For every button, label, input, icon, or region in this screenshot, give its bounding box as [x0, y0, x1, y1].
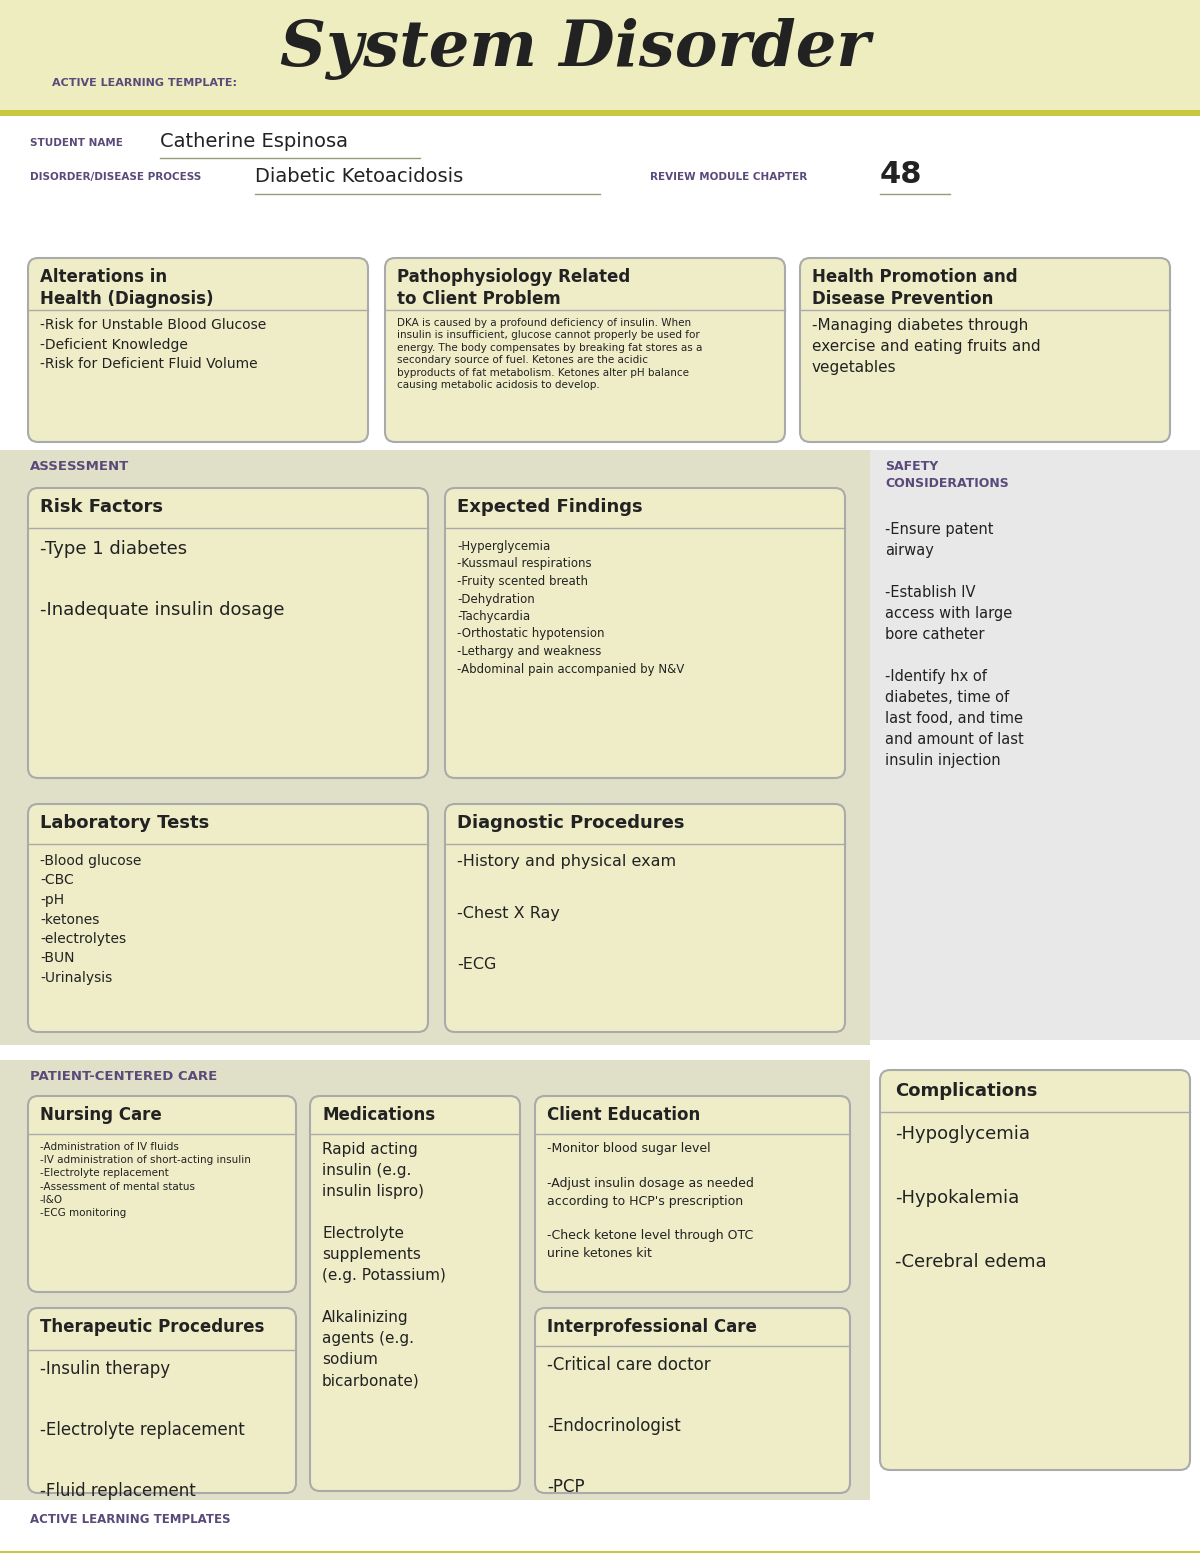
- Text: Diabetic Ketoacidosis: Diabetic Ketoacidosis: [256, 168, 463, 186]
- Bar: [0, 450, 870, 790]
- Bar: [870, 450, 1200, 1041]
- Text: Health Promotion and
Disease Prevention: Health Promotion and Disease Prevention: [812, 269, 1018, 307]
- Bar: [0, 116, 1200, 248]
- Bar: [0, 0, 1200, 116]
- Text: -Administration of IV fluids
-IV administration of short-acting insulin
-Electro: -Administration of IV fluids -IV adminis…: [40, 1141, 251, 1218]
- Text: Nursing Care: Nursing Care: [40, 1106, 162, 1124]
- Text: -Type 1 diabetes

-Inadequate insulin dosage: -Type 1 diabetes -Inadequate insulin dos…: [40, 540, 284, 620]
- Text: Risk Factors: Risk Factors: [40, 499, 163, 516]
- FancyBboxPatch shape: [385, 258, 785, 443]
- Text: STUDENT NAME: STUDENT NAME: [30, 138, 122, 148]
- Text: 48: 48: [880, 160, 923, 189]
- Text: DKA is caused by a profound deficiency of insulin. When
insulin is insufficient,: DKA is caused by a profound deficiency o…: [397, 318, 702, 390]
- Text: Laboratory Tests: Laboratory Tests: [40, 814, 209, 832]
- Bar: [0, 1505, 1200, 1553]
- Text: -Monitor blood sugar level

-Adjust insulin dosage as needed
according to HCP's : -Monitor blood sugar level -Adjust insul…: [547, 1141, 754, 1259]
- Text: -Managing diabetes through
exercise and eating fruits and
vegetables: -Managing diabetes through exercise and …: [812, 318, 1040, 374]
- Text: Rapid acting
insulin (e.g.
insulin lispro)

Electrolyte
supplements
(e.g. Potass: Rapid acting insulin (e.g. insulin lispr…: [322, 1141, 446, 1388]
- FancyBboxPatch shape: [535, 1096, 850, 1292]
- FancyBboxPatch shape: [445, 804, 845, 1033]
- Text: Alterations in
Health (Diagnosis): Alterations in Health (Diagnosis): [40, 269, 214, 307]
- Text: -Critical care doctor

-Endocrinologist

-PCP: -Critical care doctor -Endocrinologist -…: [547, 1356, 710, 1497]
- Text: Medications: Medications: [322, 1106, 436, 1124]
- Text: ASSESSMENT: ASSESSMENT: [30, 460, 130, 474]
- Bar: [0, 110, 1200, 116]
- Text: PATIENT-CENTERED CARE: PATIENT-CENTERED CARE: [30, 1070, 217, 1082]
- FancyBboxPatch shape: [445, 488, 845, 778]
- Text: Expected Findings: Expected Findings: [457, 499, 643, 516]
- Text: ACTIVE LEARNING TEMPLATE:: ACTIVE LEARNING TEMPLATE:: [52, 78, 238, 89]
- FancyBboxPatch shape: [880, 1070, 1190, 1471]
- Bar: [0, 1551, 1200, 1553]
- FancyBboxPatch shape: [28, 488, 428, 778]
- Text: DISORDER/DISEASE PROCESS: DISORDER/DISEASE PROCESS: [30, 172, 202, 182]
- Text: -Insulin therapy

-Electrolyte replacement

-Fluid replacement: -Insulin therapy -Electrolyte replacemen…: [40, 1360, 245, 1500]
- Bar: [0, 1061, 870, 1500]
- FancyBboxPatch shape: [535, 1308, 850, 1492]
- FancyBboxPatch shape: [28, 258, 368, 443]
- Text: -Ensure patent
airway

-Establish IV
access with large
bore catheter

-Identify : -Ensure patent airway -Establish IV acce…: [886, 522, 1024, 769]
- Text: ACTIVE LEARNING TEMPLATES: ACTIVE LEARNING TEMPLATES: [30, 1513, 230, 1527]
- Text: REVIEW MODULE CHAPTER: REVIEW MODULE CHAPTER: [650, 172, 808, 182]
- Text: Client Education: Client Education: [547, 1106, 701, 1124]
- Text: Complications: Complications: [895, 1082, 1037, 1100]
- FancyBboxPatch shape: [310, 1096, 520, 1491]
- Text: -History and physical exam

-Chest X Ray

-ECG: -History and physical exam -Chest X Ray …: [457, 854, 676, 972]
- FancyBboxPatch shape: [28, 1096, 296, 1292]
- Text: Therapeutic Procedures: Therapeutic Procedures: [40, 1318, 264, 1336]
- Text: Diagnostic Procedures: Diagnostic Procedures: [457, 814, 684, 832]
- Text: SAFETY
CONSIDERATIONS: SAFETY CONSIDERATIONS: [886, 460, 1009, 491]
- Text: System Disorder: System Disorder: [280, 19, 870, 81]
- FancyBboxPatch shape: [28, 804, 428, 1033]
- Text: -Hyperglycemia
-Kussmaul respirations
-Fruity scented breath
-Dehydration
-Tachy: -Hyperglycemia -Kussmaul respirations -F…: [457, 540, 684, 676]
- Text: Pathophysiology Related
to Client Problem: Pathophysiology Related to Client Proble…: [397, 269, 630, 307]
- Bar: [0, 248, 1200, 450]
- FancyBboxPatch shape: [800, 258, 1170, 443]
- Text: -Risk for Unstable Blood Glucose
-Deficient Knowledge
-Risk for Deficient Fluid : -Risk for Unstable Blood Glucose -Defici…: [40, 318, 266, 371]
- Text: -Blood glucose
-CBC
-pH
-ketones
-electrolytes
-BUN
-Urinalysis: -Blood glucose -CBC -pH -ketones -electr…: [40, 854, 142, 985]
- FancyBboxPatch shape: [28, 1308, 296, 1492]
- Bar: [0, 790, 870, 1045]
- Text: Catherine Espinosa: Catherine Espinosa: [160, 132, 348, 151]
- Text: -Hypoglycemia

-Hypokalemia

-Cerebral edema: -Hypoglycemia -Hypokalemia -Cerebral ede…: [895, 1124, 1046, 1270]
- Text: Interprofessional Care: Interprofessional Care: [547, 1318, 757, 1336]
